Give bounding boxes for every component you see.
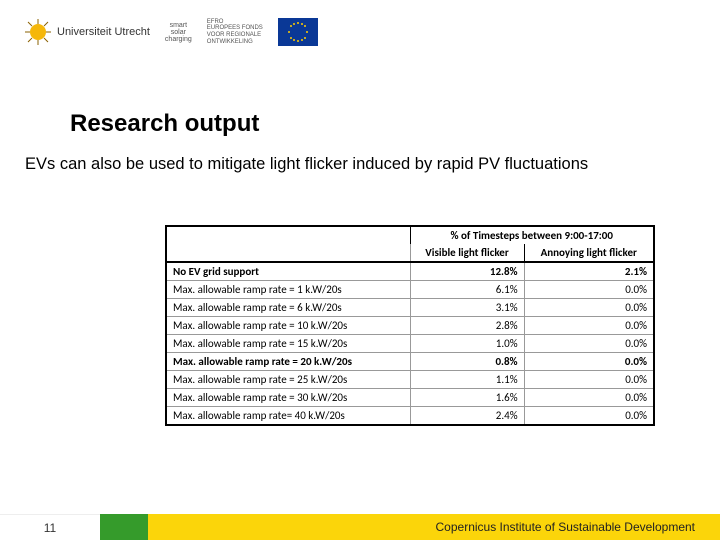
table-cell-visible: 2.4% (410, 407, 524, 426)
table-header-blank (166, 226, 410, 244)
table-row: Max. allowable ramp rate = 25 k.W/20s1.1… (166, 371, 654, 389)
table-row: Max. allowable ramp rate = 30 k.W/20s1.6… (166, 389, 654, 407)
table-cell-visible: 3.1% (410, 299, 524, 317)
table-row-label: Max. allowable ramp rate = 30 k.W/20s (166, 389, 410, 407)
logo-smart-solar-charging: smart solar charging (165, 22, 192, 43)
uu-logo-text: Universiteit Utrecht (57, 26, 150, 38)
table-cell-annoying: 0.0% (524, 389, 654, 407)
table-cell-visible: 1.6% (410, 389, 524, 407)
table-row: Max. allowable ramp rate = 15 k.W/20s1.0… (166, 335, 654, 353)
page-number: 11 (0, 514, 100, 540)
table-header-span: % of Timesteps between 9:00-17:00 (410, 226, 654, 244)
smart-solar-line2: solar (171, 29, 186, 36)
table-cell-annoying: 0.0% (524, 371, 654, 389)
table-cell-annoying: 0.0% (524, 335, 654, 353)
table-row: Max. allowable ramp rate = 1 k.W/20s6.1%… (166, 281, 654, 299)
uu-sun-icon (25, 19, 51, 45)
flicker-table: % of Timesteps between 9:00-17:00 Visibl… (165, 225, 655, 426)
table-cell-annoying: 0.0% (524, 317, 654, 335)
table-row-label: Max. allowable ramp rate = 25 k.W/20s (166, 371, 410, 389)
footer-accent (100, 514, 148, 540)
table-row: Max. allowable ramp rate = 10 k.W/20s2.8… (166, 317, 654, 335)
smart-solar-line1: smart (170, 22, 188, 29)
footer-institute: Copernicus Institute of Sustainable Deve… (148, 514, 720, 540)
table-header-annoying: Annoying light flicker (524, 244, 654, 262)
table-cell-visible: 6.1% (410, 281, 524, 299)
table-row-label: Max. allowable ramp rate = 10 k.W/20s (166, 317, 410, 335)
page-title: Research output (70, 110, 259, 138)
footer: 11 Copernicus Institute of Sustainable D… (0, 514, 720, 540)
table-row-label: Max. allowable ramp rate = 6 k.W/20s (166, 299, 410, 317)
table-cell-visible: 2.8% (410, 317, 524, 335)
table-row: No EV grid support12.8%2.1% (166, 262, 654, 281)
table-cell-visible: 1.0% (410, 335, 524, 353)
table-row-label: Max. allowable ramp rate = 20 k.W/20s (166, 353, 410, 371)
table-cell-annoying: 0.0% (524, 407, 654, 426)
page-subtitle: EVs can also be used to mitigate light f… (25, 155, 588, 174)
efro-line1: EFRO (207, 19, 263, 26)
header-logos: Universiteit Utrecht smart solar chargin… (25, 18, 318, 46)
table-cell-annoying: 2.1% (524, 262, 654, 281)
table-row-label: Max. allowable ramp rate = 15 k.W/20s (166, 335, 410, 353)
table-cell-annoying: 0.0% (524, 299, 654, 317)
efro-line4: ONTWIKKELING (207, 39, 263, 46)
eu-flag-icon (278, 18, 318, 46)
table-header-blank2 (166, 244, 410, 262)
table-cell-visible: 12.8% (410, 262, 524, 281)
efro-line3: VOOR REGIONALE (207, 32, 263, 39)
table-header-visible: Visible light flicker (410, 244, 524, 262)
flicker-table-container: % of Timesteps between 9:00-17:00 Visibl… (165, 225, 655, 426)
table-row-label: Max. allowable ramp rate = 1 k.W/20s (166, 281, 410, 299)
table-row: Max. allowable ramp rate = 6 k.W/20s3.1%… (166, 299, 654, 317)
table-cell-annoying: 0.0% (524, 353, 654, 371)
logo-universiteit-utrecht: Universiteit Utrecht (25, 19, 150, 45)
table-cell-visible: 0.8% (410, 353, 524, 371)
efro-text: EFRO EUROPEES FONDS VOOR REGIONALE ONTWI… (207, 19, 263, 45)
smart-solar-line3: charging (165, 36, 192, 43)
table-row: Max. allowable ramp rate = 20 k.W/20s0.8… (166, 353, 654, 371)
table-cell-annoying: 0.0% (524, 281, 654, 299)
table-row-label: Max. allowable ramp rate= 40 k.W/20s (166, 407, 410, 426)
table-row-label: No EV grid support (166, 262, 410, 281)
table-cell-visible: 1.1% (410, 371, 524, 389)
table-row: Max. allowable ramp rate= 40 k.W/20s2.4%… (166, 407, 654, 426)
efro-line2: EUROPEES FONDS (207, 25, 263, 32)
